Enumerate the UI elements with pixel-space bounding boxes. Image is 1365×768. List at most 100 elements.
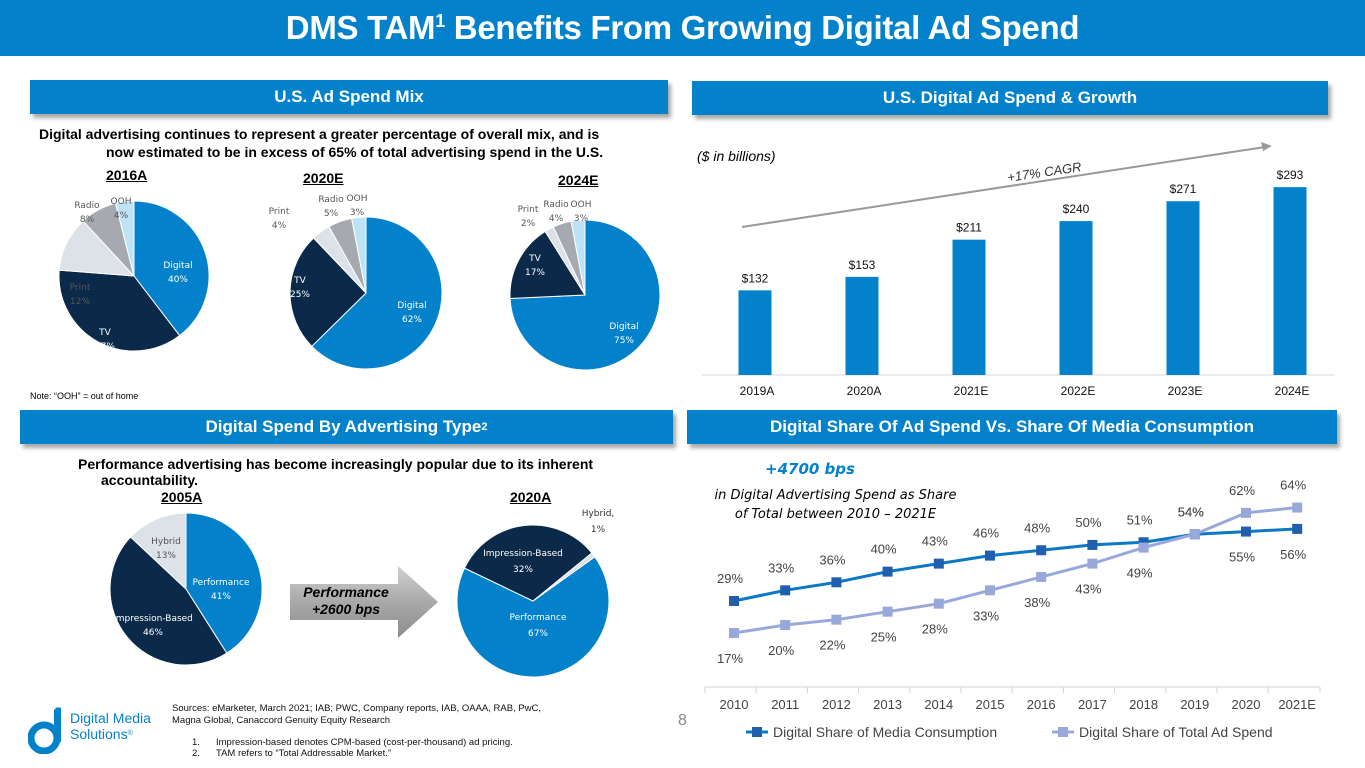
dms-logo-icon: [28, 707, 61, 754]
pie-value-tv: 17%: [525, 268, 545, 278]
pie-label-radio: Radio: [318, 195, 344, 205]
bar-value-label: $153: [849, 258, 876, 272]
pie-slice-2020e-ooh: [351, 216, 367, 294]
data-point: [933, 598, 944, 609]
data-label: 28%: [922, 622, 948, 637]
pie-value-radio: 8%: [80, 215, 95, 225]
pie-value-ooh: 4%: [114, 211, 129, 221]
pie-slice-2024e-digital: [509, 219, 661, 371]
page-number: 8: [678, 712, 687, 729]
pie-value-ooh: 3%: [350, 208, 365, 218]
x-tick-label: 2020: [1232, 697, 1261, 712]
bar-2020A: [845, 276, 879, 375]
data-point: [882, 606, 893, 617]
data-point: [1036, 571, 1047, 582]
data-point: [1036, 545, 1047, 556]
arrow-right-icon: [290, 566, 438, 638]
x-tick-label: 2010: [720, 697, 749, 712]
data-label: 25%: [871, 630, 897, 645]
pie-title-2005a: 2005A: [161, 489, 203, 505]
data-point: [831, 577, 842, 588]
pie-value-radio: 4%: [549, 214, 564, 224]
pie-label-radio: Radio: [74, 201, 100, 211]
x-tick-label: 2016: [1027, 697, 1056, 712]
x-tick-label: 2020A: [847, 384, 882, 398]
pie-value-print: 12%: [70, 297, 90, 307]
spend-type-subtitle-2: accountability.: [101, 472, 198, 488]
bps-callout-text: in Digital Advertising Spend as Share of…: [714, 488, 957, 522]
page-title: DMS TAM1 Benefits From Growing Digital A…: [285, 9, 1080, 46]
x-tick-label: 2022E: [1061, 384, 1096, 398]
pie-slice-2016a-digital: [133, 200, 210, 337]
data-label: 29%: [717, 571, 743, 586]
sources-text: Sources: eMarketer, March 2021; IAB; PWC…: [172, 703, 542, 726]
pie-label-print: Print: [269, 207, 290, 217]
dms-logo-text: Digital Media Solutions®: [70, 710, 151, 742]
pie-value-print: 2%: [521, 219, 536, 229]
ooh-note: Note: “OOH” = out of home: [30, 391, 139, 401]
data-label: 56%: [1280, 547, 1306, 562]
x-tick-label: 2015: [976, 697, 1005, 712]
data-label: 33%: [768, 560, 794, 575]
data-point: [729, 596, 739, 606]
pie-slice-2005a-hybrid: [129, 512, 187, 591]
data-label: 38%: [1024, 595, 1050, 610]
cagr-arrow: [741, 146, 1266, 228]
pie-value-tv: 37%: [95, 342, 115, 352]
bar-value-label: $240: [1063, 202, 1090, 216]
data-label: 54%: [1178, 504, 1204, 519]
pie-slice-2020e-tv: [289, 237, 367, 348]
legend-label: Digital Share of Media Consumption: [773, 724, 997, 740]
pie-label-hybrid: Hybrid: [151, 537, 181, 547]
data-point: [780, 620, 791, 631]
pie-label-digital: Digital: [609, 322, 638, 332]
x-tick-label: 2021E: [1278, 697, 1316, 712]
data-label: 49%: [1127, 566, 1153, 581]
bar-value-label: $132: [742, 271, 769, 285]
x-tick-label: 2012: [822, 697, 851, 712]
data-point: [1292, 502, 1303, 513]
data-point: [1138, 542, 1149, 553]
performance-change-label: Performance +2600 bps: [303, 584, 389, 617]
data-point: [780, 585, 791, 596]
data-label: 64%: [1280, 478, 1306, 493]
pie-slice-2020a-impression-based: [463, 524, 593, 602]
data-label: 46%: [973, 526, 999, 541]
pie-slice-2016a-tv: [58, 269, 181, 352]
x-tick-label: 2017: [1078, 697, 1107, 712]
data-label: 22%: [819, 638, 845, 653]
data-point: [985, 550, 995, 561]
title-bar: DMS TAM1 Benefits From Growing Digital A…: [0, 0, 1365, 56]
ad-spend-mix-pies: Digital 40% TV 37% Print 12% Radio 8% OOH 4% Digit…: [58, 194, 661, 371]
pie-value-hybrid: 13%: [156, 551, 176, 561]
data-point: [729, 628, 739, 639]
pie-slice-2024e-ooh: [570, 219, 586, 296]
x-tick-label: 2013: [873, 697, 902, 712]
data-label: 54%: [1178, 504, 1204, 519]
section-heading-share-vs-consumption: Digital Share Of Ad Spend Vs. Share Of M…: [687, 410, 1337, 444]
pie-label-tv: TV: [293, 276, 306, 286]
x-tick-label: 2019: [1180, 697, 1209, 712]
data-point: [1292, 523, 1303, 534]
bar-2021E: [952, 239, 986, 375]
data-label: 43%: [922, 534, 948, 549]
legend-marker-icon: [1058, 727, 1068, 737]
data-point: [985, 585, 995, 596]
footnotes: 1. Impression-based denotes CPM-based (co…: [192, 737, 513, 759]
pie-label-impression-based: Impression-Based: [113, 614, 193, 624]
data-label: 51%: [1127, 512, 1153, 527]
pie-title-2016a: 2016A: [106, 167, 148, 183]
pie-label-tv: TV: [98, 328, 111, 338]
units-label: ($ in billions): [697, 148, 776, 164]
legend-label: Digital Share of Total Ad Spend: [1079, 724, 1273, 740]
ad-spend-mix-subtitle-2: now estimated to be in excess of 65% of …: [106, 144, 604, 160]
x-tick-label: 2014: [924, 697, 953, 712]
pie-slice-2016a-ooh: [114, 200, 135, 277]
pie-value-ooh: 3%: [574, 214, 589, 224]
bar-value-label: $211: [956, 221, 982, 235]
series-line-digital-share-of-total-ad-spend: [733, 506, 1298, 635]
data-label: 55%: [1229, 550, 1255, 565]
data-point: [1138, 537, 1149, 548]
bar-2023E: [1166, 201, 1200, 375]
x-tick-label: 2011: [771, 697, 799, 712]
